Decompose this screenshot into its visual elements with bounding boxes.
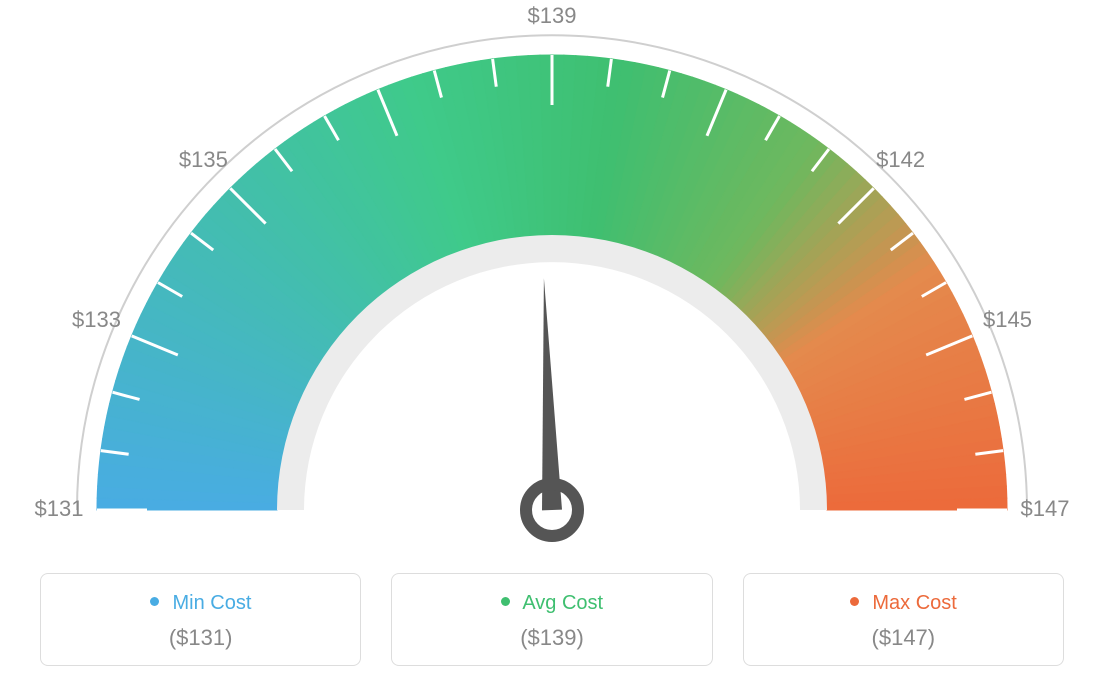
svg-text:$133: $133 (72, 307, 121, 332)
legend-value-min: ($131) (51, 625, 350, 651)
legend-title-text-min: Min Cost (172, 592, 251, 614)
svg-text:$131: $131 (35, 496, 84, 521)
svg-text:$147: $147 (1021, 496, 1070, 521)
gauge-svg: $131 $133 $135 $139 $142 $145 $147 (0, 0, 1104, 560)
gauge-chart: $131 $133 $135 $139 $142 $145 $147 (0, 0, 1104, 560)
legend-card-avg: Avg Cost ($139) (391, 573, 712, 666)
legend-title-max: Max Cost (850, 592, 957, 615)
legend-title-text-avg: Avg Cost (522, 592, 603, 614)
legend-title-avg: Avg Cost (501, 592, 603, 615)
legend-value-max: ($147) (754, 625, 1053, 651)
legend-dot-avg (501, 597, 510, 606)
legend-row: Min Cost ($131) Avg Cost ($139) Max Cost… (40, 573, 1064, 666)
svg-text:$139: $139 (528, 3, 577, 28)
legend-card-max: Max Cost ($147) (743, 573, 1064, 666)
legend-dot-max (850, 597, 859, 606)
svg-text:$135: $135 (179, 147, 228, 172)
legend-card-min: Min Cost ($131) (40, 573, 361, 666)
legend-title-min: Min Cost (150, 592, 251, 615)
legend-value-avg: ($139) (402, 625, 701, 651)
legend-title-text-max: Max Cost (872, 592, 956, 614)
legend-dot-min (150, 597, 159, 606)
svg-text:$142: $142 (876, 147, 925, 172)
svg-text:$145: $145 (983, 307, 1032, 332)
